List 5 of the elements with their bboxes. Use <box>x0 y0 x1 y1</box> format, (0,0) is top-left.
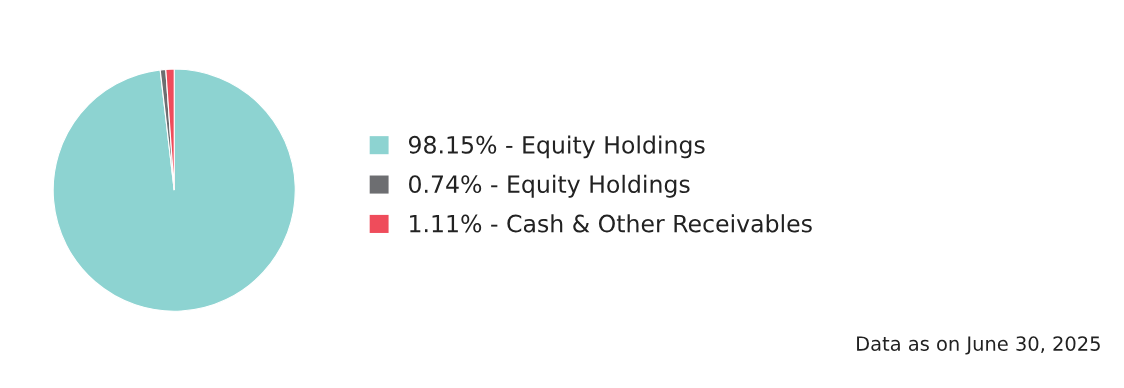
pie-slice <box>52 68 296 312</box>
legend-label: 0.74% - Equity Holdings <box>409 174 690 198</box>
legend-label: 1.11% - Cash & Other Receivables <box>410 214 812 233</box>
text: Data as on June 30, 2025 <box>857 336 1100 355</box>
legend-label: 98.15% - Equity Holdings <box>408 135 705 159</box>
